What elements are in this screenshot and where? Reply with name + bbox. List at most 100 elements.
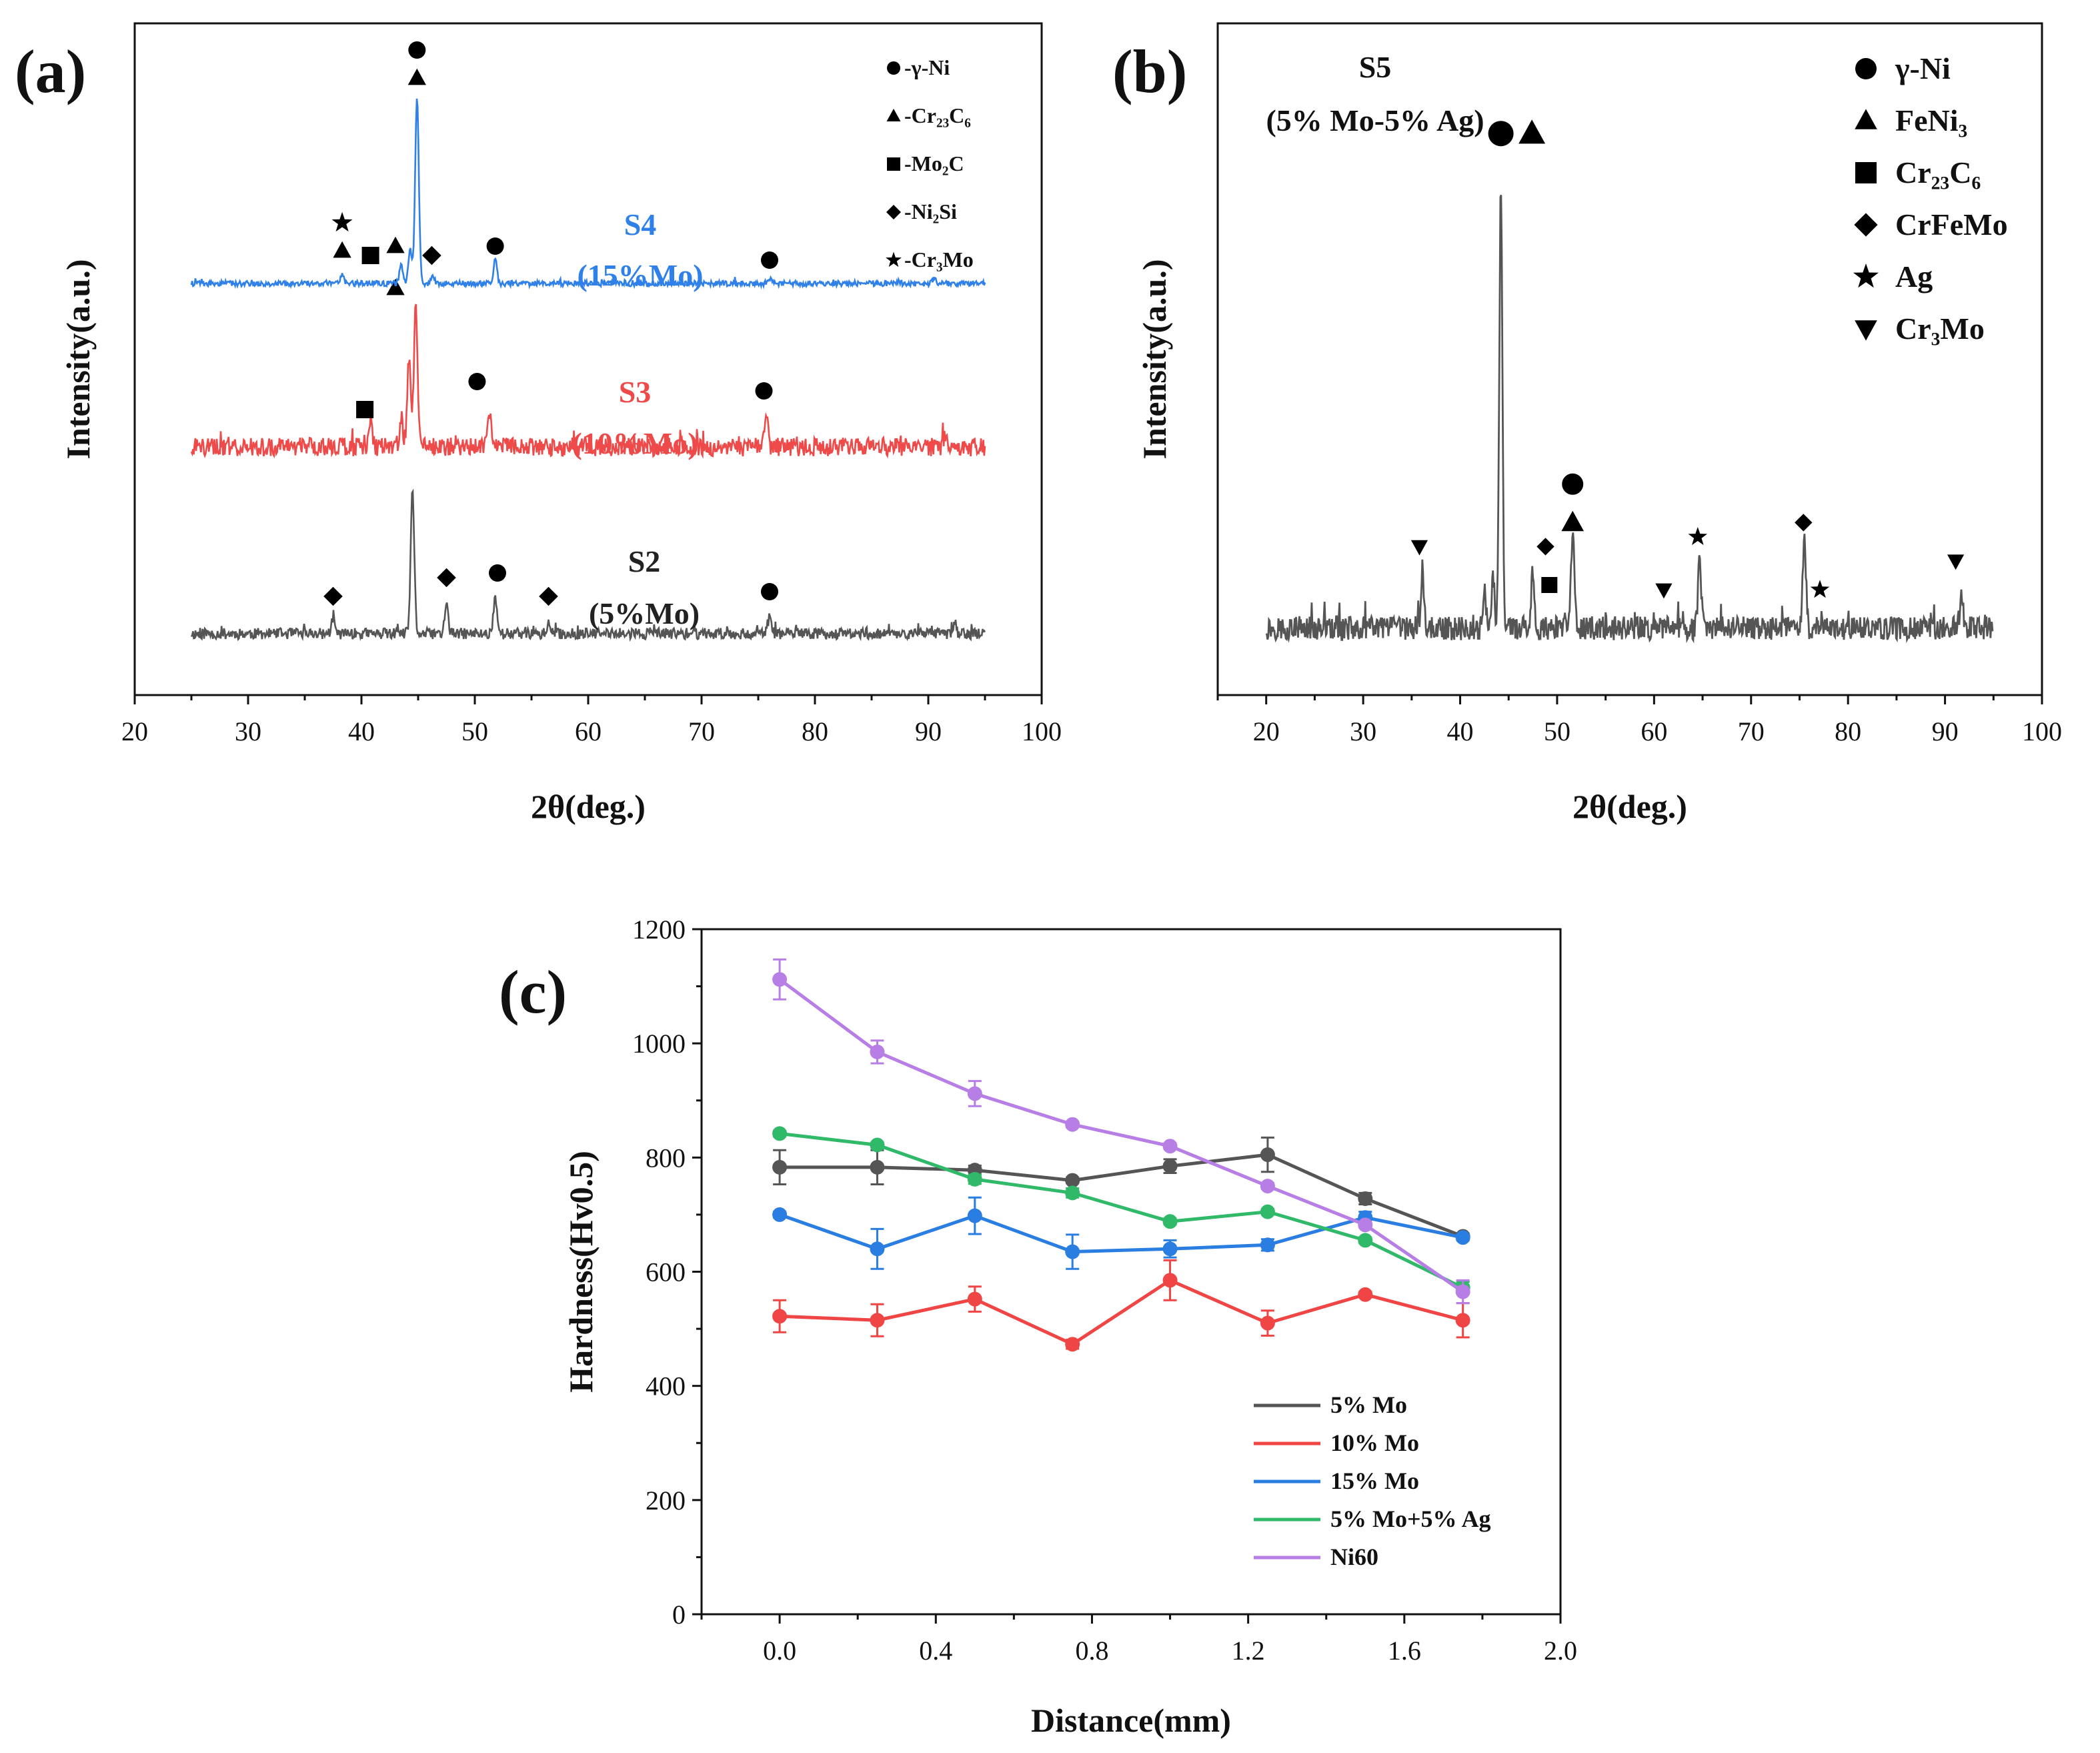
x-tick-label: 80 [802,716,828,746]
y-axis-title: Intensity(a.u.) [59,259,97,459]
legend-symbol-triangle [1855,109,1877,129]
data-point [1260,1147,1275,1163]
legend-label: 5% Mo [1330,1391,1407,1418]
legend-symbol-diamond [1854,213,1878,237]
data-point [1358,1233,1373,1248]
series-label: S4 [624,207,657,241]
xrd-series-line [190,304,986,459]
data-point [772,1207,788,1222]
data-point [1162,1214,1178,1229]
panel-label: (a) [15,37,86,105]
data-point [870,1137,885,1153]
x-tick-label: 80 [1835,716,1861,746]
legend-symbol-square [1855,162,1877,183]
panel-a-xrd-chart: 20 30 40 50 60 70 80 90 100 (a) 2θ(deg.) Intensity(… [15,22,1062,825]
data-point [1162,1159,1178,1174]
phase-marker-diamond [422,245,441,265]
x-tick-label: 20 [121,716,148,746]
phase-marker-diamond [539,586,558,606]
phase-marker-circle [755,382,773,400]
x-tick-label: 60 [1641,716,1667,746]
x-tick-label: 40 [1447,716,1474,746]
x-tick-label: 0.4 [919,1636,952,1666]
phase-marker-triangle-down [1655,583,1673,599]
phase-marker-diamond [1536,538,1554,556]
legend-label: 10% Mo [1330,1429,1419,1456]
data-point [967,1171,982,1187]
x-tick-label: 100 [1022,716,1062,746]
data-point [1358,1191,1373,1206]
data-point [1260,1179,1275,1194]
x-tick-label: 30 [235,716,261,746]
panel-c-hardness-chart: 0.0 0.4 0.8 1.2 1.6 2.0 0 200 400 600 800 1000 1200 (… [499,915,1577,1739]
legend-symbol-star [886,251,902,267]
hardness-series-line [779,1278,1464,1347]
y-tick-label: 0 [672,1600,686,1630]
phase-marker-triangle [407,68,426,85]
y-axis-title: Intensity(a.u.) [1136,259,1173,459]
legend-label: FeNi₃ [1895,103,1967,137]
sample-label: (5% Mo-5% Ag) [1266,103,1484,137]
legend-label: -γ-Ni [904,55,950,79]
data-point [1260,1204,1275,1219]
y-tick-label: 600 [646,1257,686,1287]
x-tick-label: 70 [688,716,715,746]
phase-marker-triangle [386,236,405,253]
x-tick-label: 1.2 [1232,1636,1265,1666]
y-tick-label: 200 [646,1486,686,1516]
phase-marker-circle [408,41,426,59]
phase-marker-square [1541,577,1558,593]
legend-label: -Mo₂C [904,151,964,175]
panel-b-xrd-chart: 20 30 40 50 60 70 80 90 100 (b) 2θ(deg.) Intensity(… [1112,22,2062,825]
data-point [1260,1315,1275,1331]
phase-marker-circle [761,251,778,269]
series-label: S2 [628,544,661,578]
phase-marker-triangle [1518,119,1546,144]
x-tick-label: 1.6 [1388,1636,1421,1666]
data-point [772,1126,788,1141]
y-tick-label: 1200 [632,915,686,945]
phase-marker-diamond [323,586,343,606]
data-point [1065,1173,1080,1188]
legend-label: -Cr₃Mo [904,247,974,271]
phase-marker-circle [1488,121,1514,147]
legend-label: Ag [1895,259,1933,294]
phase-marker-triangle [1561,510,1585,532]
series-label: (15%Mo) [577,258,703,292]
data-point [1358,1217,1373,1233]
legend-symbol-triangle [886,109,901,121]
legend-symbol-star [1853,263,1879,288]
data-point [1065,1244,1080,1259]
x-tick-label: 20 [1253,716,1280,746]
data-point [1162,1241,1178,1257]
data-point [1162,1273,1178,1288]
phase-marker-triangle-down [1410,540,1428,556]
phase-marker-diamond [437,568,456,588]
hardness-series-line [779,1131,1464,1289]
data-point [1162,1139,1178,1154]
hardness-series-line [778,978,1464,1293]
data-point [1065,1185,1080,1201]
panel-label: (c) [499,958,567,1026]
sample-label: S5 [1359,50,1392,84]
series-label: S3 [619,375,652,409]
legend-label: Ni60 [1330,1544,1378,1570]
legend-symbol-triangle-down [1855,320,1877,341]
legend-symbol-circle [887,61,900,75]
x-tick-label: 90 [1932,716,1959,746]
hardness-series-line [779,1213,1464,1254]
x-tick-label: 50 [1544,716,1570,746]
x-axis-title: 2θ(deg.) [531,788,646,825]
phase-marker-triangle-down [1947,554,1965,570]
data-point [1455,1313,1470,1328]
data-point [870,1313,885,1328]
legend-symbol-circle [1855,58,1877,79]
data-point [1358,1287,1373,1302]
phase-marker-triangle [333,241,351,258]
x-axis-title: 2θ(deg.) [1572,788,1687,825]
data-point [967,1291,982,1307]
x-tick-label: 70 [1738,716,1765,746]
legend-label: -Cr₂₃C₆ [904,103,971,127]
phase-marker-circle [468,373,486,390]
